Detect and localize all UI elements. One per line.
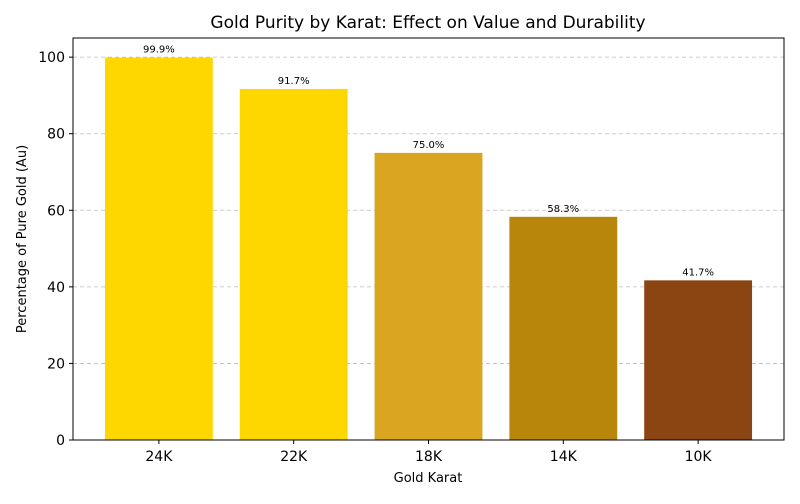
chart-title: Gold Purity by Karat: Effect on Value an… xyxy=(210,13,645,33)
bar-22K xyxy=(239,88,348,441)
x-tick-label: 14K xyxy=(550,449,578,465)
y-tick-label: 100 xyxy=(38,50,65,66)
bar-14K xyxy=(509,216,618,440)
data-label: 58.3% xyxy=(547,204,579,215)
data-label: 41.7% xyxy=(682,267,714,278)
y-axis-label: Percentage of Pure Gold (Au) xyxy=(15,145,30,333)
data-labels: 99.9% 91.7% 75.0% 58.3% 41.7% xyxy=(143,45,714,279)
bar-10K xyxy=(644,280,753,440)
x-tick-label: 24K xyxy=(145,449,173,465)
y-tick-label: 80 xyxy=(47,127,65,143)
y-tick-label: 20 xyxy=(47,356,65,372)
x-axis-label: Gold Karat xyxy=(394,471,463,486)
x-tick-label: 22K xyxy=(280,449,308,465)
bars xyxy=(104,57,753,441)
bar-18K xyxy=(374,152,483,440)
data-label: 91.7% xyxy=(278,76,310,87)
bar-24K xyxy=(104,57,213,440)
y-tick-label: 0 xyxy=(56,433,65,449)
x-tick-label: 10K xyxy=(685,449,713,465)
y-axis-ticks: 0 20 40 60 80 100 xyxy=(38,50,73,449)
y-tick-label: 40 xyxy=(47,280,65,296)
data-label: 75.0% xyxy=(413,140,445,151)
x-axis-ticks: 24K 22K 18K 14K 10K xyxy=(145,440,712,465)
x-tick-label: 18K xyxy=(415,449,443,465)
data-label: 99.9% xyxy=(143,45,175,56)
y-tick-label: 60 xyxy=(47,203,65,219)
